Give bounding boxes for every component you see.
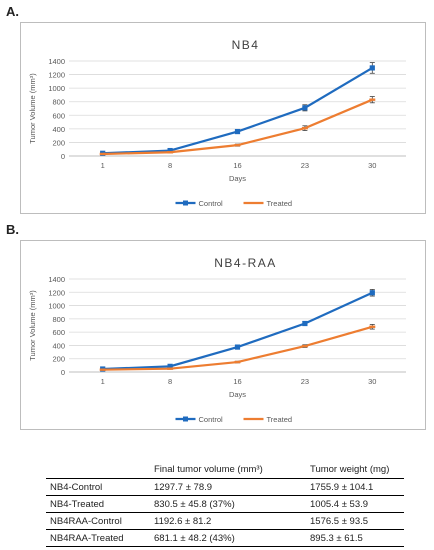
y-tick-label: 400 — [52, 125, 65, 134]
x-tick-label: 30 — [368, 377, 376, 386]
x-tick-label: 30 — [368, 161, 376, 170]
chart-nb4: NB4 0 200 400 600 800 1000 1200 1400 1 8 16 23 30 Days… — [20, 22, 426, 214]
series-line-control — [102, 291, 373, 371]
table-cell: 1005.4 ± 53.9 — [306, 495, 404, 513]
y-tick-label: 800 — [52, 98, 65, 107]
table-header-row: Final tumor volume (mm³) Tumor weight (m… — [46, 462, 404, 479]
chart-title: NB4 — [232, 38, 260, 52]
table-cell: 681.1 ± 48.2 (43%) — [150, 529, 306, 547]
data-point — [369, 65, 375, 71]
x-axis-title: Days — [229, 390, 246, 399]
chart-nb4-svg: NB4 0 200 400 600 800 1000 1200 1400 1 8 16 23 30 Days… — [28, 38, 406, 208]
data-point — [234, 344, 241, 350]
table-cell: 1576.5 ± 93.5 — [306, 512, 404, 530]
x-tick-label: 8 — [168, 377, 172, 386]
y-tick-label: 1200 — [48, 71, 65, 80]
table-header-cell: Tumor weight (mg) — [306, 462, 404, 479]
y-tick-label: 200 — [52, 355, 65, 364]
x-tick-label: 23 — [301, 161, 309, 170]
y-tick-label: 800 — [52, 315, 65, 324]
table-row: NB4RAA-Control 1192.6 ± 81.2 1576.5 ± 93… — [46, 512, 404, 530]
x-tick-label: 16 — [233, 161, 241, 170]
y-tick-label: 200 — [52, 138, 65, 147]
legend-label: Treated — [267, 199, 293, 208]
data-point — [302, 320, 308, 327]
x-axis-title: Days — [229, 174, 246, 183]
x-tick-label: 23 — [301, 377, 309, 386]
table-cell: NB4RAA-Treated — [46, 529, 150, 547]
y-tick-label: 0 — [61, 152, 65, 161]
table-cell: NB4-Treated — [46, 495, 150, 513]
table-cell: NB4-Control — [46, 478, 150, 496]
x-tick-label: 1 — [101, 377, 105, 386]
y-tick-label: 400 — [52, 341, 65, 350]
y-axis-title: Tumor Volume (mm³) — [28, 73, 37, 144]
y-tick-label: 1400 — [48, 275, 65, 284]
table-cell: 1755.9 ± 104.1 — [306, 478, 404, 496]
table-cell: 895.3 ± 61.5 — [306, 529, 404, 547]
legend-label: Control — [199, 199, 224, 208]
table-cell: 830.5 ± 45.8 (37%) — [150, 495, 306, 513]
table-cell: 1192.6 ± 81.2 — [150, 512, 306, 530]
table-row: NB4RAA-Treated 681.1 ± 48.2 (43%) 895.3 … — [46, 529, 404, 547]
table-header-cell: Final tumor volume (mm³) — [150, 462, 306, 479]
table-cell: 1297.7 ± 78.9 — [150, 478, 306, 496]
chart-title: NB4-RAA — [214, 256, 277, 270]
y-tick-label: 1000 — [48, 302, 65, 311]
data-point — [369, 290, 375, 296]
data-point — [302, 105, 308, 111]
table-cell: NB4RAA-Control — [46, 512, 150, 530]
chart-nb4-raa: NB4-RAA 0 200 400 600 800 1000 1200 1400 1 8 16 23 30… — [20, 240, 426, 430]
y-tick-label: 600 — [52, 328, 65, 337]
panel-label-b: B. — [6, 222, 19, 237]
y-tick-label: 1000 — [48, 84, 65, 93]
panel-label-a: A. — [6, 4, 19, 19]
y-tick-label: 0 — [61, 368, 65, 377]
data-point — [234, 128, 241, 135]
legend-swatch-marker — [183, 416, 188, 422]
y-tick-label: 1200 — [48, 288, 65, 297]
table-row: NB4-Control 1297.7 ± 78.9 1755.9 ± 104.1 — [46, 478, 404, 496]
data-point — [167, 147, 173, 154]
legend-swatch-marker — [183, 200, 188, 206]
y-tick-label: 1400 — [48, 57, 65, 66]
table-row: NB4-Treated 830.5 ± 45.8 (37%) 1005.4 ± … — [46, 495, 404, 513]
x-tick-label: 16 — [233, 377, 241, 386]
legend-label: Control — [199, 415, 224, 424]
chart-nb4-raa-svg: NB4-RAA 0 200 400 600 800 1000 1200 1400 1 8 16 23 30… — [28, 256, 406, 424]
results-table: Final tumor volume (mm³) Tumor weight (m… — [46, 462, 404, 547]
y-tick-label: 600 — [52, 111, 65, 120]
series-line-control — [102, 66, 373, 155]
data-point — [167, 363, 173, 369]
x-tick-label: 1 — [101, 161, 105, 170]
table-header-cell — [46, 462, 150, 479]
x-tick-label: 8 — [168, 161, 172, 170]
y-axis-title: Tumor Volume (mm³) — [28, 290, 37, 361]
legend-label: Treated — [267, 415, 293, 424]
